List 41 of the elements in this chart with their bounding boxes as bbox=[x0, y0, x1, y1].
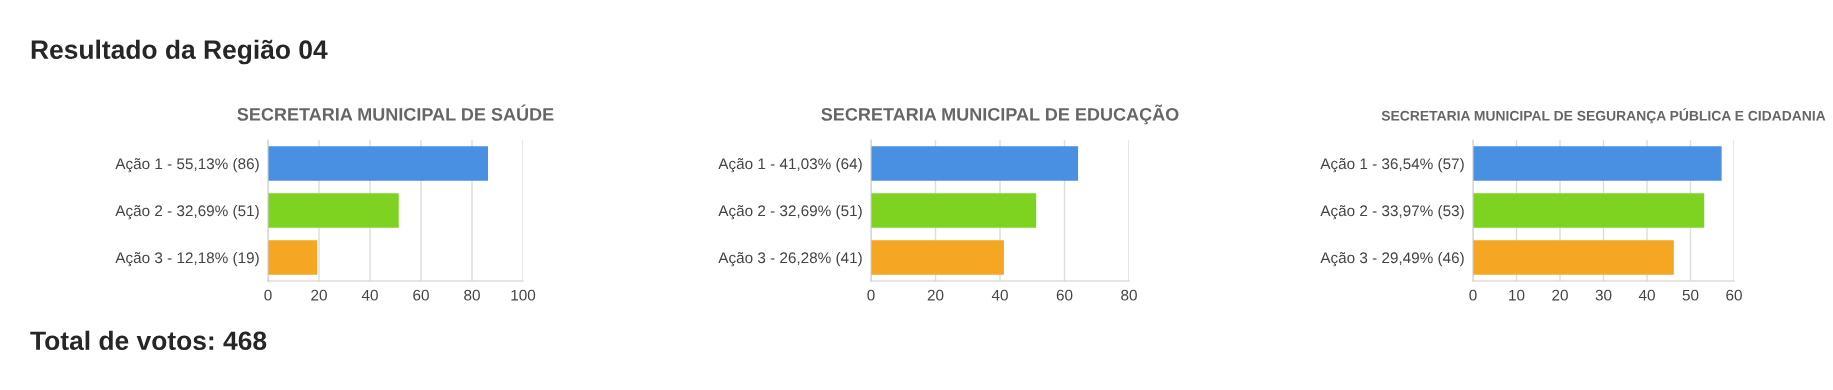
bar bbox=[871, 193, 1037, 228]
x-tick-label: 0 bbox=[1469, 289, 1477, 301]
text: Resultado da Região 04 bbox=[31, 39, 328, 65]
bar bbox=[268, 240, 318, 275]
x-tick-label: 20 bbox=[927, 289, 944, 301]
x-tick-label: 50 bbox=[1682, 289, 1699, 301]
bar bbox=[268, 193, 399, 228]
y-tick-label: Ação 2 - 33,97% (53) bbox=[1320, 204, 1464, 220]
y-tick-label: Ação 3 - 26,28% (41) bbox=[718, 251, 862, 267]
x-tick-label: 80 bbox=[464, 289, 480, 301]
x-tick-label: 10 bbox=[1509, 289, 1525, 301]
y-tick-label: Ação 1 - 36,54% (57) bbox=[1320, 157, 1464, 173]
x-tick-label: 0 bbox=[867, 289, 875, 301]
x-tick-label: 20 bbox=[1552, 289, 1568, 301]
y-tick-label: Ação 3 - 29,49% (46) bbox=[1320, 251, 1464, 267]
bar bbox=[871, 146, 1079, 181]
bar bbox=[871, 240, 1004, 275]
x-tick-label: 40 bbox=[991, 289, 1008, 301]
bar bbox=[1473, 146, 1722, 181]
x-tick-label: 40 bbox=[361, 289, 378, 301]
y-tick-label: Ação 2 - 32,69% (51) bbox=[115, 204, 259, 220]
y-tick-label: Ação 1 - 55,13% (86) bbox=[115, 157, 259, 173]
x-tick-label: 100 bbox=[511, 289, 536, 301]
y-tick-label: Ação 1 - 41,03% (64) bbox=[718, 157, 862, 173]
bar bbox=[268, 146, 488, 181]
x-tick-label: 20 bbox=[311, 289, 327, 301]
y-tick-label: Ação 3 - 12,18% (19) bbox=[115, 251, 259, 267]
bar bbox=[1473, 240, 1674, 275]
x-tick-label: 80 bbox=[1121, 289, 1137, 301]
x-tick-label: 60 bbox=[1056, 289, 1073, 301]
x-tick-label: 60 bbox=[413, 289, 429, 301]
text: Total de votos: 468 bbox=[30, 330, 267, 351]
bar bbox=[1473, 193, 1705, 228]
chart-title: SECRETARIA MUNICIPAL DE SAÚDE bbox=[237, 104, 554, 121]
y-tick-label: Ação 2 - 32,69% (51) bbox=[718, 204, 862, 220]
x-tick-label: 40 bbox=[1638, 289, 1655, 301]
chart-title: SECRETARIA MUNICIPAL DE EDUCAÇÃO bbox=[821, 104, 1179, 125]
chart-title: SECRETARIA MUNICIPAL DE SEGURANÇA PÚBLICA E CIDADANIA bbox=[1381, 108, 1826, 124]
x-tick-label: 30 bbox=[1595, 289, 1612, 301]
x-tick-label: 60 bbox=[1726, 289, 1742, 301]
x-tick-label: 0 bbox=[264, 289, 272, 301]
